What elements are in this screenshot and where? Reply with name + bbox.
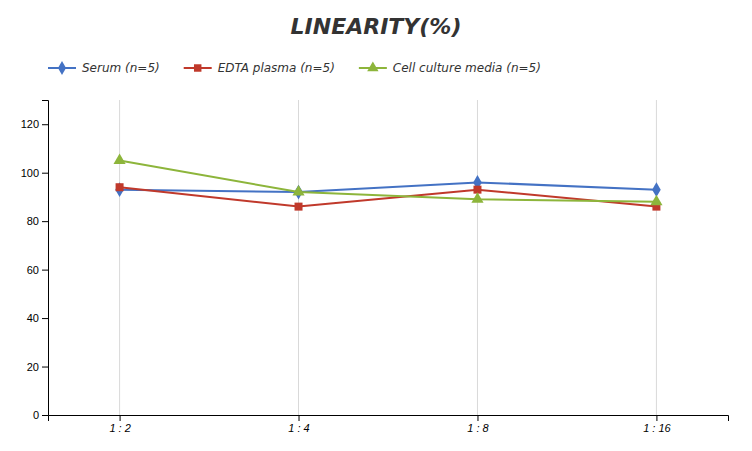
- x-tick: 1 : 4: [288, 415, 309, 434]
- y-tick-label: 40: [27, 312, 39, 324]
- y-tick-label: 0: [33, 409, 39, 421]
- legend-swatch-marker: [58, 61, 66, 75]
- x-grid-line: [656, 100, 657, 415]
- x-tick-label: 1 : 16: [643, 422, 671, 434]
- x-tick-mark: [299, 415, 300, 421]
- legend-item: Serum (n=5): [48, 61, 160, 75]
- x-tick-mark: [120, 415, 121, 421]
- series: [113, 154, 662, 206]
- x-grid-line: [298, 100, 299, 415]
- x-tick: 1 : 16: [643, 415, 671, 434]
- y-tick: 20: [27, 361, 48, 373]
- series-line: [120, 161, 657, 202]
- legend-item: Cell culture media (n=5): [359, 61, 541, 75]
- series: [116, 183, 661, 210]
- grid: [120, 100, 657, 415]
- y-axis: 0 20 40 60 80 100 120: [21, 101, 49, 422]
- y-tick: 120: [21, 118, 48, 130]
- y-tick-label: 60: [27, 264, 39, 276]
- chart-container: LINEARITY(%) 1 : 2 1 : 4 1 : 8 1 : 16 0 20 40 60…: [0, 0, 752, 451]
- x-tick: 1 : 2: [109, 415, 130, 434]
- legend: Serum (n=5) EDTA plasma (n=5) Cell culture…: [48, 61, 541, 75]
- x-tick-mark: [656, 415, 657, 421]
- y-tick-mark: [42, 270, 48, 271]
- legend-label: Cell culture media (n=5): [393, 61, 541, 75]
- x-grid-line: [119, 100, 120, 415]
- series-marker: [471, 192, 483, 203]
- series-line: [120, 187, 657, 206]
- series-marker: [292, 185, 304, 196]
- y-axis-line: [42, 101, 49, 416]
- y-tick-label: 20: [27, 361, 39, 373]
- y-tick: 0: [33, 409, 48, 421]
- y-tick-label: 80: [27, 215, 39, 227]
- legend-item: EDTA plasma (n=5): [184, 61, 335, 75]
- y-tick: 60: [27, 264, 48, 276]
- x-tick: 1 : 8: [467, 415, 489, 434]
- series-marker: [113, 154, 125, 165]
- legend-label: EDTA plasma (n=5): [218, 61, 335, 75]
- x-axis: 1 : 2 1 : 4 1 : 8 1 : 16: [49, 415, 729, 434]
- chart-title: LINEARITY(%): [291, 14, 462, 39]
- series-marker: [650, 195, 662, 206]
- chart-svg: LINEARITY(%) 1 : 2 1 : 4 1 : 8 1 : 16 0 20 40 60…: [0, 0, 752, 451]
- legend-swatch-marker: [367, 61, 378, 71]
- y-tick-mark: [42, 173, 48, 174]
- data: [113, 154, 662, 211]
- y-tick: 40: [27, 312, 48, 324]
- y-tick-mark: [42, 221, 48, 222]
- y-tick-mark: [42, 367, 48, 368]
- series-line: [120, 182, 657, 192]
- legend-swatch-marker: [194, 64, 201, 71]
- plot: 1 : 2 1 : 4 1 : 8 1 : 16 0 20 40 60 80 100 120: [21, 100, 729, 434]
- x-axis-line: [49, 416, 729, 422]
- x-tick-label: 1 : 2: [109, 422, 130, 434]
- y-tick-mark: [42, 318, 48, 319]
- series-marker: [295, 203, 303, 211]
- y-tick: 100: [21, 167, 48, 179]
- x-tick-label: 1 : 8: [467, 422, 489, 434]
- y-tick-label: 120: [21, 118, 39, 130]
- x-tick-label: 1 : 4: [288, 422, 309, 434]
- y-tick: 80: [27, 215, 48, 227]
- y-tick-mark: [42, 124, 48, 125]
- y-tick-label: 100: [21, 167, 39, 179]
- series-marker: [115, 182, 124, 197]
- y-tick-mark: [42, 415, 48, 416]
- x-tick-mark: [477, 415, 478, 421]
- legend-label: Serum (n=5): [82, 61, 160, 75]
- x-grid-line: [477, 100, 478, 415]
- series-marker: [116, 183, 124, 191]
